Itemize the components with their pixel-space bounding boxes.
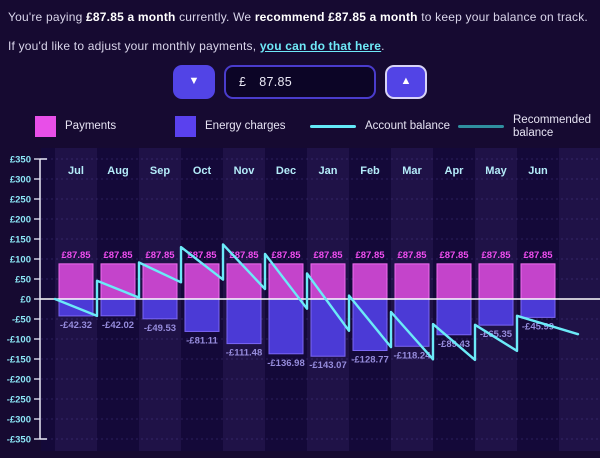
y-tick-label: -£150 <box>7 355 31 366</box>
charge-value-label: -£143.07 <box>309 360 347 371</box>
month-label: Mar <box>402 165 422 177</box>
payment-value-label: £87.85 <box>355 250 385 261</box>
payment-value-label: £87.85 <box>229 250 259 261</box>
y-tick-label: -£300 <box>7 415 31 426</box>
adjust-text-suffix: . <box>381 38 385 53</box>
balance-forecast-chart: Jul £87.85 -£42.32 Aug £87.85 -£42.02 Sep £87.8… <box>7 148 600 452</box>
payment-bar <box>310 263 346 300</box>
currency-symbol: £ <box>239 74 247 89</box>
payment-stepper: ▼ £87.85 ▲ <box>0 64 600 99</box>
y-tick-label: £350 <box>10 155 31 166</box>
payment-value-label: £87.85 <box>523 250 553 261</box>
y-tick-label: -£50 <box>12 315 31 326</box>
payment-amount-value: 87.85 <box>259 74 293 89</box>
chevron-down-icon: ▼ <box>188 75 200 88</box>
legend-item-energy-charges: Energy charges <box>175 116 310 138</box>
payment-value-label: £87.85 <box>187 250 217 261</box>
charge-value-label: -£81.11 <box>186 335 218 346</box>
charge-value-label: -£111.48 <box>226 348 262 359</box>
charge-bar <box>184 298 220 332</box>
payment-bar <box>394 263 430 300</box>
y-tick-label: -£350 <box>7 435 31 446</box>
month-label: Dec <box>276 165 296 177</box>
payment-bar <box>478 263 514 300</box>
charge-bar <box>142 298 178 320</box>
month-label: Feb <box>360 165 380 177</box>
month-label: Aug <box>107 165 128 177</box>
month-label: Sep <box>150 165 170 177</box>
legend-item-recommended-balance: Recommended balance <box>458 114 599 140</box>
y-tick-label: -£100 <box>7 335 31 346</box>
charge-bar <box>478 298 514 326</box>
y-tick-label: £0 <box>20 295 31 306</box>
month-label: Oct <box>193 165 212 177</box>
charge-value-label: -£49.53 <box>144 323 176 334</box>
payment-value-label: £87.85 <box>313 250 343 261</box>
charge-value-label: -£128.77 <box>351 355 389 366</box>
decrease-payment-button[interactable]: ▼ <box>173 64 215 99</box>
account-balance-line <box>53 243 580 362</box>
payment-bar <box>226 263 262 300</box>
charge-bar <box>520 298 556 318</box>
legend-label-recommended-balance: Recommended balance <box>513 113 591 139</box>
payment-value-label: £87.85 <box>145 250 175 261</box>
charge-value-label: -£45.99 <box>522 321 554 332</box>
charge-bar <box>436 298 472 336</box>
payment-bar <box>520 263 556 300</box>
payment-bar <box>184 263 220 300</box>
month-label: Jan <box>319 165 338 177</box>
charge-value-label: -£89.43 <box>438 339 470 350</box>
payments-swatch <box>35 116 56 138</box>
charge-value-label: -£42.02 <box>102 320 134 331</box>
y-tick-label: £150 <box>10 235 31 246</box>
charge-bar <box>268 298 304 355</box>
payment-value-label: £87.85 <box>397 250 427 261</box>
chevron-up-icon: ▲ <box>400 75 412 88</box>
charge-bar <box>226 298 262 345</box>
month-label: Apr <box>445 165 465 177</box>
y-tick-label: £300 <box>10 175 31 186</box>
increase-payment-button[interactable]: ▲ <box>385 64 427 99</box>
charge-value-label: -£65.35 <box>480 329 513 340</box>
month-label: May <box>485 165 507 177</box>
payment-value-label: £87.85 <box>103 250 133 261</box>
legend-label-energy-charges: Energy charges <box>205 120 286 133</box>
payment-value-label: £87.85 <box>271 250 301 261</box>
payment-value-label: £87.85 <box>439 250 469 261</box>
month-label: Nov <box>234 165 256 177</box>
y-tick-label: £250 <box>10 195 31 206</box>
payment-amount-field[interactable]: £87.85 <box>224 64 376 99</box>
y-tick-label: £100 <box>10 255 31 266</box>
payment-bar <box>58 263 94 300</box>
payment-value-label: £87.85 <box>481 250 511 261</box>
payment-bar <box>436 263 472 300</box>
payment-value-label: £87.85 <box>61 250 91 261</box>
legend-label-payments: Payments <box>65 120 117 133</box>
month-label: Jul <box>68 165 84 177</box>
y-tick-label: -£200 <box>7 375 31 386</box>
charge-bar <box>100 298 136 317</box>
account-balance-swatch <box>310 125 356 129</box>
legend-item-payments: Payments <box>35 116 175 138</box>
charge-value-label: -£136.98 <box>267 358 305 369</box>
y-tick-label: £50 <box>15 275 31 286</box>
adjust-text-prefix: If you'd like to adjust your monthly pay… <box>8 38 260 53</box>
adjust-payments-text: If you'd like to adjust your monthly pay… <box>8 39 600 53</box>
charge-bar <box>310 298 346 357</box>
payment-bar <box>142 263 178 300</box>
energy-charges-swatch <box>175 116 196 138</box>
charge-value-label: -£118.24 <box>394 350 432 361</box>
y-tick-label: -£250 <box>7 395 31 406</box>
adjust-payments-link[interactable]: you can do that here <box>259 38 382 53</box>
legend-label-account-balance: Account balance <box>365 120 451 133</box>
intro-text: You're paying £87.85 a month currently. … <box>8 10 588 24</box>
charge-value-label: -£42.32 <box>60 320 92 331</box>
month-label: Jun <box>528 165 548 177</box>
payment-bar <box>352 263 388 300</box>
y-tick-label: £200 <box>10 215 31 226</box>
chart-legend: Payments Energy charges Account balance … <box>35 114 600 140</box>
legend-item-account-balance: Account balance <box>310 120 458 133</box>
recommended-balance-swatch <box>458 125 504 129</box>
